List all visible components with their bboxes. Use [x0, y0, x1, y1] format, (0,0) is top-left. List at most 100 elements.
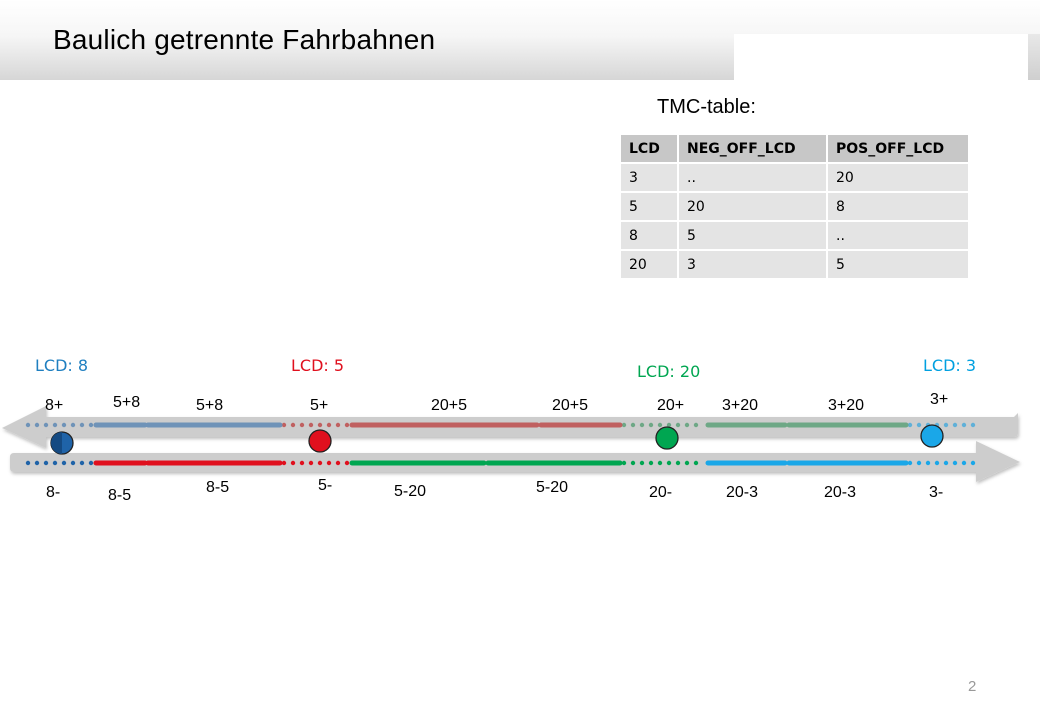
title-band: [0, 0, 1040, 80]
dot-bottom: [326, 460, 332, 466]
dot-top: [299, 422, 305, 428]
segment-label-3+20-a: 3+20: [722, 397, 758, 414]
location-markers: [50, 424, 944, 455]
tmc-header-pos-off-lcd: POS_OFF_LCD: [826, 133, 970, 164]
lcd-label-20: LCD: 20: [637, 362, 700, 381]
dot-top: [657, 422, 663, 428]
dot-bottom: [916, 460, 922, 466]
dotted-links: [25, 422, 976, 466]
dot-bottom: [621, 460, 627, 466]
dot-top: [61, 422, 67, 428]
point-label-5-plus: 5+: [310, 397, 328, 414]
dot-top: [952, 422, 958, 428]
dot-bottom: [88, 460, 94, 466]
point-label-20-minus: 20-: [649, 484, 672, 501]
dot-top: [630, 422, 636, 428]
dot-top: [43, 422, 49, 428]
dot-bottom: [666, 460, 672, 466]
table-cell: 8: [619, 220, 679, 251]
table-cell: 8: [826, 191, 970, 222]
dot-bottom: [970, 460, 976, 466]
dot-bottom: [25, 460, 31, 466]
page-number: 2: [968, 678, 977, 695]
dot-top: [335, 422, 341, 428]
dot-bottom: [639, 460, 645, 466]
dot-bottom: [34, 460, 40, 466]
dot-bottom: [684, 460, 690, 466]
dot-top: [34, 422, 40, 428]
table-cell: 3: [677, 249, 828, 280]
segment-label-8-5-a: 8-5: [108, 487, 131, 504]
dot-bottom: [43, 460, 49, 466]
dot-top: [52, 422, 58, 428]
dot-bottom: [675, 460, 681, 466]
dot-top: [621, 422, 627, 428]
dot-bottom: [907, 460, 913, 466]
table-cell: 20: [826, 162, 970, 193]
location-marker: [655, 426, 679, 450]
dot-bottom: [70, 460, 76, 466]
lcd-label-8: LCD: 8: [35, 356, 88, 375]
road-segments: [93, 422, 909, 466]
dot-top: [317, 422, 323, 428]
dot-bottom: [693, 460, 699, 466]
segment-label-5+8-a: 5+8: [113, 394, 140, 411]
dot-top: [693, 422, 699, 428]
dot-top: [326, 422, 332, 428]
dot-top: [675, 422, 681, 428]
dot-top: [281, 422, 287, 428]
dot-top: [25, 422, 31, 428]
dot-top: [666, 422, 672, 428]
dot-bottom: [52, 460, 58, 466]
tmc-header-neg-off-lcd: NEG_OFF_LCD: [677, 133, 828, 164]
dot-bottom: [308, 460, 314, 466]
table-cell: 3: [619, 162, 679, 193]
table-cell: 5: [619, 191, 679, 222]
dot-top: [943, 422, 949, 428]
segment-label-5-20-b: 5-20: [536, 479, 568, 496]
location-marker: [920, 424, 944, 448]
segment-label-3+20-b: 3+20: [828, 397, 864, 414]
lcd-label-5: LCD: 5: [291, 356, 344, 375]
point-label-5-minus: 5-: [318, 477, 332, 494]
location-marker-shade: [51, 432, 62, 454]
dot-bottom: [943, 460, 949, 466]
segment-label-20+5-a: 20+5: [431, 397, 467, 414]
dot-bottom: [925, 460, 931, 466]
table-row: 20 3 5: [619, 249, 970, 280]
table-row: 3 .. 20: [619, 162, 970, 193]
location-marker: [308, 429, 332, 453]
point-label-20-plus: 20+: [657, 397, 684, 414]
dot-bottom: [952, 460, 958, 466]
dot-top: [907, 422, 913, 428]
dot-top: [308, 422, 314, 428]
dot-bottom: [934, 460, 940, 466]
dot-bottom: [335, 460, 341, 466]
dot-top: [639, 422, 645, 428]
lcd-label-3: LCD: 3: [923, 356, 976, 375]
tmc-table: LCD NEG_OFF_LCD POS_OFF_LCD 3 .. 20 5 20…: [619, 133, 970, 280]
segment-label-8-5-b: 8-5: [206, 479, 229, 496]
tmc-header-lcd: LCD: [619, 133, 679, 164]
point-label-3-plus: 3+: [930, 391, 948, 408]
title-band-edge: [1028, 34, 1040, 80]
segment-label-5-20-a: 5-20: [394, 483, 426, 500]
point-label-8-plus: 8+: [45, 397, 63, 414]
dot-bottom: [344, 460, 350, 466]
table-cell: 20: [619, 249, 679, 280]
table-cell: 5: [677, 220, 828, 251]
segment-label-20+5-b: 20+5: [552, 397, 588, 414]
segment-label-5+8-b: 5+8: [196, 397, 223, 414]
dot-bottom: [79, 460, 85, 466]
title-band-cutout: [734, 34, 1028, 80]
table-row: 5 20 8: [619, 191, 970, 222]
table-cell: 20: [677, 191, 828, 222]
table-cell: 5: [826, 249, 970, 280]
segment-label-20-3-a: 20-3: [726, 484, 758, 501]
tmc-table-caption: TMC-table:: [657, 96, 756, 118]
dot-top: [70, 422, 76, 428]
dot-top: [916, 422, 922, 428]
dot-bottom: [961, 460, 967, 466]
table-cell: ..: [677, 162, 828, 193]
dot-bottom: [317, 460, 323, 466]
